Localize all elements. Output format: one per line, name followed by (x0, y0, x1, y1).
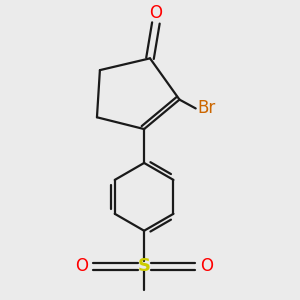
Text: S: S (138, 257, 151, 275)
Text: O: O (149, 4, 162, 22)
Text: O: O (200, 257, 213, 275)
Text: Br: Br (197, 99, 215, 117)
Text: O: O (75, 257, 88, 275)
